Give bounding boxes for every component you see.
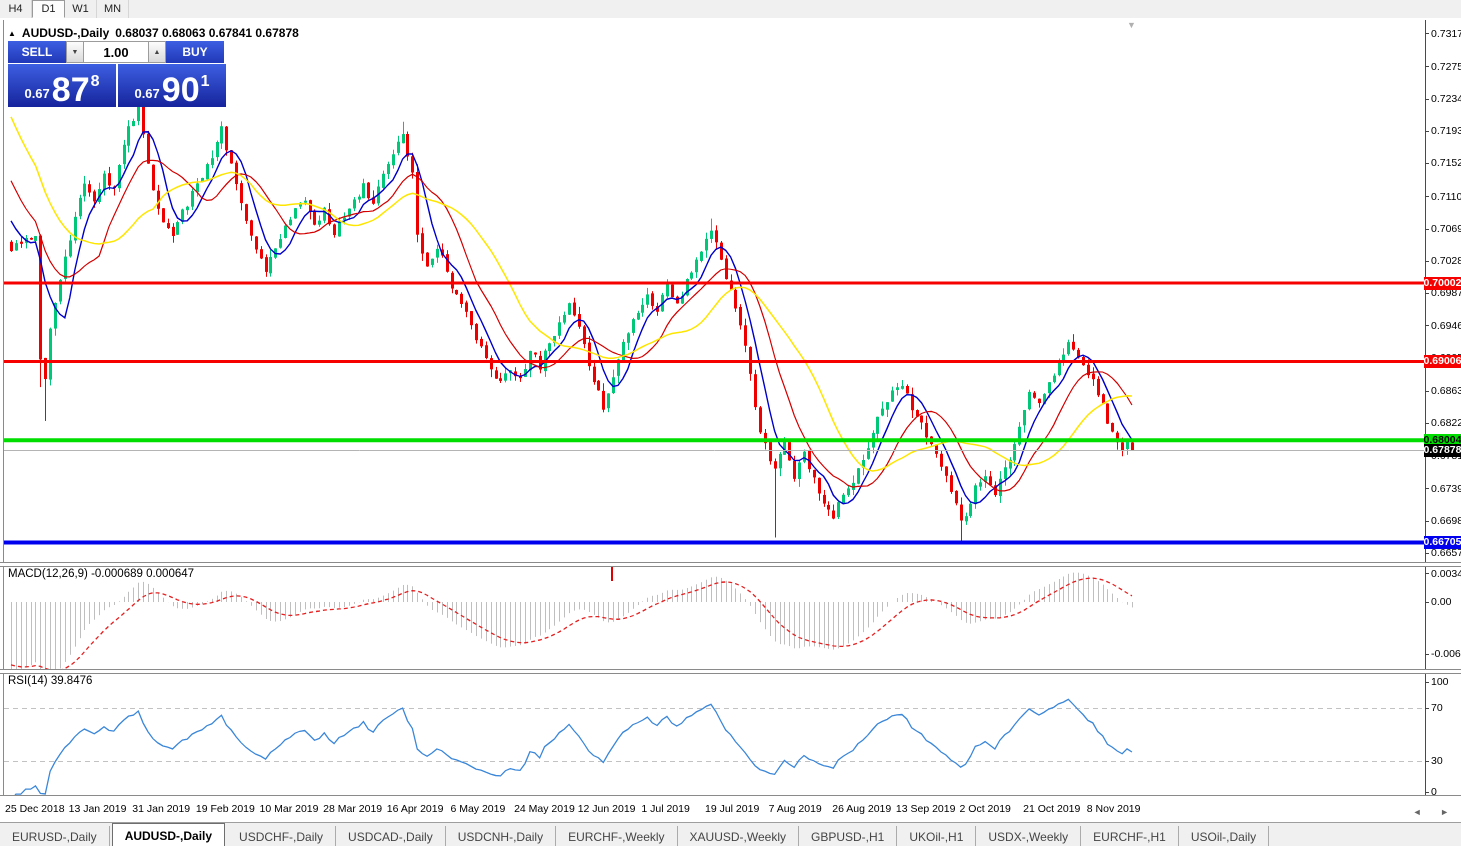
- chart-left-border: [3, 20, 4, 800]
- chart-symbol-header: ▲ AUDUSD-,Daily 0.68037 0.68063 0.67841 …: [8, 26, 299, 40]
- time-axis-label: 21 Oct 2019: [1023, 803, 1081, 815]
- rsi-splitter[interactable]: [0, 669, 1461, 674]
- rsi-axis-tick: 30: [1425, 756, 1443, 767]
- time-axis-label: 31 Jan 2019: [132, 803, 191, 815]
- macd-axis-tick: 0.00349: [1425, 568, 1461, 580]
- chart-tab-ukoil-h1[interactable]: UKOil-,H1: [897, 826, 977, 846]
- chart-tab-gbpusd-h1[interactable]: GBPUSD-,H1: [799, 826, 898, 846]
- volume-increase-button[interactable]: ▲: [148, 41, 166, 63]
- time-axis-label: 1 Jul 2019: [641, 803, 690, 815]
- macd-indicator-canvas[interactable]: [4, 566, 1425, 670]
- rsi-axis-tick: 100: [1425, 677, 1449, 688]
- rsi-axis-tick: 0: [1425, 787, 1437, 798]
- time-axis-label: 16 Apr 2019: [386, 803, 444, 815]
- chart-shift-marker-icon[interactable]: ▼: [1127, 20, 1136, 30]
- sell-button[interactable]: SELL: [8, 41, 66, 63]
- level-price-badge: 0.69006: [1423, 354, 1461, 368]
- sell-price-prefix: 0.67: [24, 86, 50, 101]
- symbol-label: AUDUSD-,Daily: [21, 26, 110, 40]
- time-axis-label: 8 Nov 2019: [1086, 803, 1141, 815]
- chart-tab-usdcad-daily[interactable]: USDCAD-,Daily: [336, 826, 446, 846]
- timeframe-button-h4[interactable]: H4: [0, 0, 32, 18]
- time-axis-label: 7 Aug 2019: [768, 803, 822, 815]
- price-axis-line: [1425, 20, 1426, 800]
- time-axis-label: 12 Jun 2019: [577, 803, 636, 815]
- level-price-badge: 0.66705: [1423, 536, 1461, 550]
- time-axis-label: 2 Oct 2019: [959, 803, 1011, 815]
- level-price-badge: 0.70002: [1423, 276, 1461, 290]
- buy-price-prefix: 0.67: [134, 86, 160, 101]
- time-axis-label: 24 May 2019: [514, 803, 575, 815]
- time-axis-label: 13 Sep 2019: [895, 803, 956, 815]
- rsi-indicator-canvas[interactable]: [4, 673, 1425, 795]
- timeframe-button-d1[interactable]: D1: [32, 0, 65, 18]
- timeframe-toolbar: H4 D1 W1 MN: [0, 0, 1461, 19]
- volume-input[interactable]: 1.00: [84, 41, 148, 63]
- chart-tab-xauusd-weekly[interactable]: XAUUSD-,Weekly: [678, 826, 799, 846]
- buy-price-sup: 1: [200, 73, 210, 90]
- time-axis-label: 6 May 2019: [450, 803, 506, 815]
- level-price-badge: 0.68004: [1423, 433, 1461, 447]
- macd-axis-tick: 0.00: [1425, 597, 1451, 608]
- rsi-label: RSI(14) 39.8476: [8, 675, 93, 687]
- ohlc-values: 0.68037 0.68063 0.67841 0.67878: [115, 26, 299, 40]
- rsi-axis-tick: 70: [1425, 703, 1443, 714]
- time-axis: 25 Dec 2018 13 Jan 2019 31 Jan 2019 19 Feb …: [0, 798, 1461, 821]
- buy-price-big: 90: [161, 71, 200, 109]
- buy-price-button[interactable]: 0.67 90 1: [118, 64, 226, 107]
- time-axis-label: 25 Dec 2018: [5, 803, 65, 815]
- chart-tab-eurchf-h1[interactable]: EURCHF-,H1: [1081, 826, 1179, 846]
- chart-tab-usdchf-daily[interactable]: USDCHF-,Daily: [227, 826, 337, 846]
- chart-tab-bar: EURUSD-,Daily AUDUSD-,Daily USDCHF-,Daily U…: [0, 822, 1461, 846]
- price-chart-canvas[interactable]: [4, 20, 1425, 565]
- time-axis-label: 28 Mar 2019: [323, 803, 383, 815]
- macd-axis-tick: -0.00637: [1425, 648, 1461, 660]
- chart-tab-eurusd-daily[interactable]: EURUSD-,Daily: [0, 826, 110, 846]
- chart-tab-eurchf-weekly[interactable]: EURCHF-,Weekly: [556, 826, 678, 846]
- time-axis-label: 19 Feb 2019: [195, 803, 255, 815]
- volume-decrease-button[interactable]: ▼: [66, 41, 84, 63]
- macd-splitter[interactable]: [0, 562, 1461, 567]
- tab-scroll-arrows-icon[interactable]: ◄ ►: [1412, 807, 1457, 817]
- buy-button[interactable]: BUY: [166, 41, 224, 63]
- sell-price-big: 87: [51, 71, 90, 109]
- time-axis-label: 26 Aug 2019: [832, 803, 892, 815]
- current-price-badge: 0.67878: [1423, 443, 1461, 457]
- chart-window: ▼ ▲ AUDUSD-,Daily 0.68037 0.68063 0.6784…: [0, 18, 1461, 846]
- time-axis-label: 19 Jul 2019: [704, 803, 760, 815]
- chart-tab-audusd-daily[interactable]: AUDUSD-,Daily: [111, 823, 226, 846]
- timeframe-button-w1[interactable]: W1: [65, 0, 97, 18]
- chart-tab-usdx-weekly[interactable]: USDX-,Weekly: [976, 826, 1082, 846]
- one-click-trade-panel: SELL ▼ 1.00 ▲ BUY 0.67 87 8 0.67 90 1: [8, 41, 226, 107]
- macd-label: MACD(12,26,9) -0.000689 0.000647: [8, 568, 195, 580]
- time-axis-label: 10 Mar 2019: [259, 803, 319, 815]
- sell-price-sup: 8: [90, 73, 100, 90]
- chart-tab-usdcnh-daily[interactable]: USDCNH-,Daily: [446, 826, 557, 846]
- time-axis-label: 13 Jan 2019: [68, 803, 127, 815]
- collapse-panel-icon[interactable]: ▲: [8, 28, 16, 38]
- sell-price-button[interactable]: 0.67 87 8: [8, 64, 116, 107]
- chart-tab-usoil-daily[interactable]: USOil-,Daily: [1179, 826, 1270, 846]
- timeframe-button-mn[interactable]: MN: [97, 0, 129, 18]
